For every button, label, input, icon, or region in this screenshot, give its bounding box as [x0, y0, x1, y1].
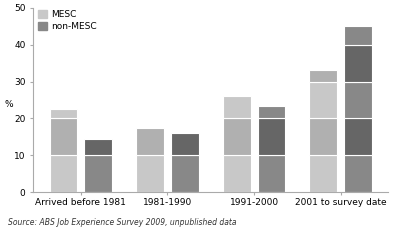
Bar [344, 155, 372, 192]
Bar [310, 155, 337, 192]
Bar [223, 118, 251, 155]
Bar [136, 128, 164, 155]
Bar [171, 133, 198, 155]
Bar [310, 70, 337, 81]
Bar [344, 118, 372, 155]
Bar [171, 155, 198, 192]
Bar [258, 106, 285, 118]
Bar [344, 45, 372, 81]
Bar [50, 118, 77, 155]
Text: Source: ABS Job Experience Survey 2009, unpublished data: Source: ABS Job Experience Survey 2009, … [8, 218, 237, 227]
Bar [344, 26, 372, 45]
Bar [258, 155, 285, 192]
Bar [136, 155, 164, 192]
Bar [223, 155, 251, 192]
Bar [50, 109, 77, 118]
Bar [50, 155, 77, 192]
Bar [84, 139, 112, 155]
Bar [223, 96, 251, 118]
Bar [310, 118, 337, 155]
Bar [84, 155, 112, 192]
Bar [344, 81, 372, 118]
Bar [310, 81, 337, 118]
Y-axis label: %: % [4, 100, 13, 109]
Bar [258, 118, 285, 155]
Legend: MESC, non-MESC: MESC, non-MESC [38, 10, 97, 31]
